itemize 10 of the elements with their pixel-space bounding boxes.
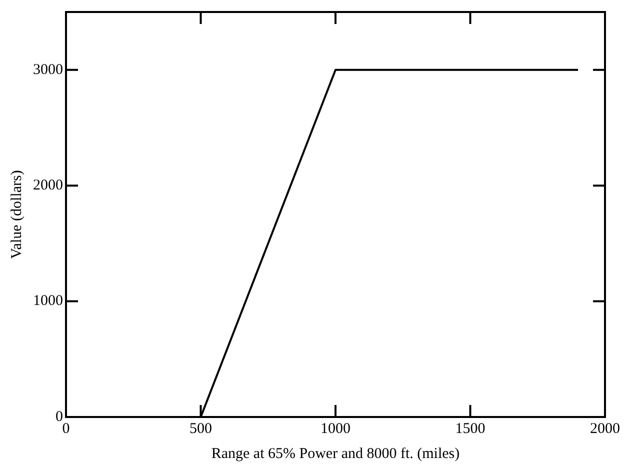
y-tick-label: 2000	[33, 178, 63, 194]
y-tick-label: 1000	[33, 293, 63, 310]
y-tick-label: 3000	[33, 62, 63, 78]
x-tick-label: 1500	[455, 420, 486, 437]
x-tick-label: 2000	[590, 420, 620, 437]
y-axis-title: Value (dollars)	[8, 170, 25, 259]
y-tick-label: 0	[56, 408, 63, 425]
x-axis-title: Range at 65% Power and 8000 ft. (miles)	[211, 446, 460, 462]
x-tick-label: 500	[190, 420, 212, 437]
x-tick-label: 1000	[320, 420, 350, 437]
